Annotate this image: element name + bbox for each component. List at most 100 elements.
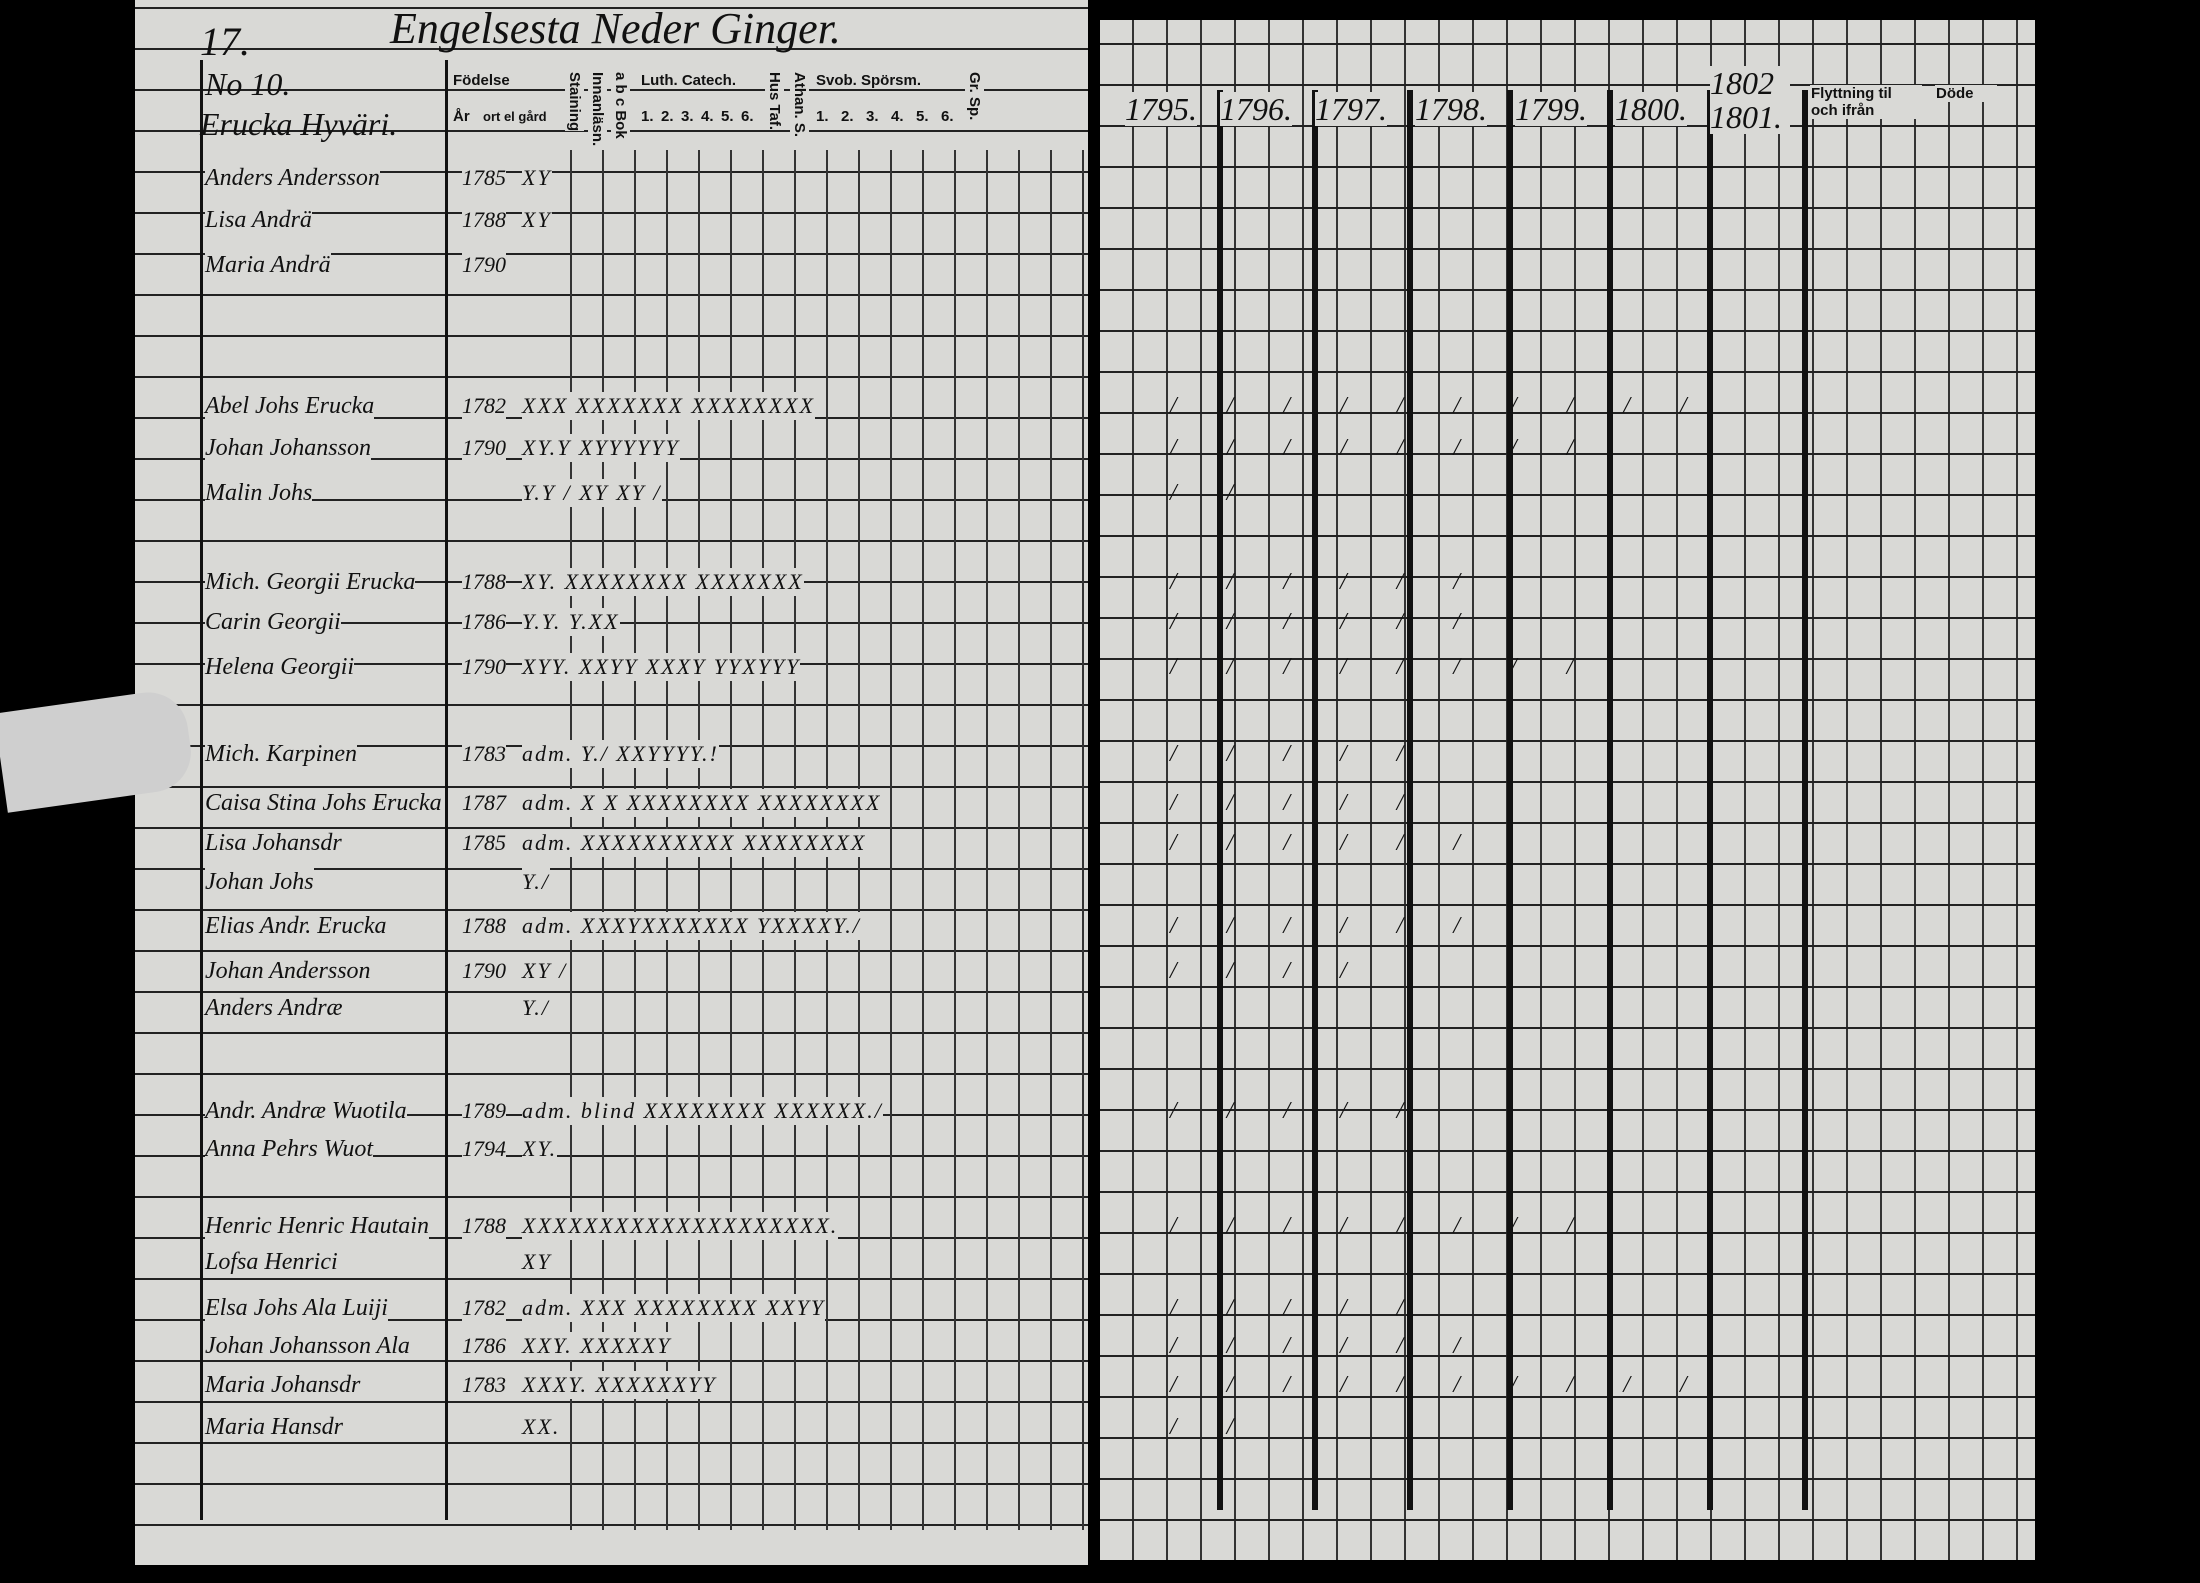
yearly-marks: / / / / / — [1170, 790, 1426, 816]
birth-year: 1782 — [462, 1294, 506, 1322]
birth-year: 1789 — [462, 1097, 506, 1125]
column-header: 4. — [890, 108, 905, 125]
column-header: 1. — [640, 108, 655, 125]
yearly-marks: / / — [1170, 480, 1256, 506]
person-row: Carin Georgii 1786 Y.Y. Y.XX / / / / / / — [0, 608, 2200, 638]
person-name: Abel Johs Erucka — [205, 392, 375, 420]
column-header: Staining — [565, 72, 584, 132]
year-divider — [1407, 90, 1413, 1510]
column-header: Svob. Spörsm. — [815, 72, 923, 89]
person-name: Anna Pehrs Wuot — [205, 1135, 373, 1163]
year-divider — [1312, 90, 1318, 1510]
catechism-marks: Y./ — [522, 868, 550, 896]
column-header: 6. — [740, 108, 755, 125]
year-divider — [1802, 90, 1808, 1510]
birth-year: 1783 — [462, 740, 506, 768]
person-row: Anna Pehrs Wuot 1794 XY. — [0, 1135, 2200, 1165]
yearly-marks: / / / / / / — [1170, 830, 1483, 856]
catechism-marks: XY. — [522, 1135, 558, 1163]
catechism-marks: XY.Y XYYYYYY — [522, 434, 680, 462]
person-row: Mich. Georgii Erucka 1788 XY. XXXXXXXX XXX… — [0, 568, 2200, 598]
person-name: Maria Andrä — [205, 251, 331, 279]
catechism-marks: XX. — [522, 1413, 561, 1441]
birth-year: 1786 — [462, 1332, 506, 1360]
catechism-marks: XY — [522, 206, 552, 234]
person-row: Elsa Johs Ala Luiji 1782 adm. XXX XXXXXXXX… — [0, 1294, 2200, 1324]
birth-year: 1788 — [462, 912, 506, 940]
catechism-marks: XXX XXXXXXX XXXXXXXX — [522, 392, 815, 420]
column-header: 1. — [815, 108, 830, 125]
year-header: 1796. — [1220, 91, 1292, 127]
birth-year: 1790 — [462, 434, 506, 462]
catechism-marks: Y.Y / XY XY / — [522, 479, 662, 507]
person-row: Lofsa Henrici XY — [0, 1248, 2200, 1278]
person-name: Helena Georgii — [205, 653, 355, 681]
year-header: 1799. — [1515, 91, 1587, 127]
person-name: Malin Johs — [205, 479, 313, 507]
year-divider — [1607, 90, 1613, 1510]
person-name: Lisa Johansdr — [205, 829, 342, 857]
person-row: Andr. Andræ Wuotila 1789 adm. blind XXXXXX… — [0, 1097, 2200, 1127]
person-row: Maria Hansdr XX. / / — [0, 1413, 2200, 1443]
catechism-marks: adm. XXXYXXXXXXX YXXXXY./ — [522, 912, 861, 940]
person-row: Lisa Andrä 1788 XY — [0, 206, 2200, 236]
catechism-marks: Y./ — [522, 994, 550, 1022]
catechism-marks: adm. blind XXXXXXXX XXXXXX./ — [522, 1097, 883, 1125]
yearly-marks: / / / / / / — [1170, 913, 1483, 939]
catechism-marks: adm. X X XXXXXXXX XXXXXXXX — [522, 789, 882, 817]
page-number: 17. — [200, 19, 250, 64]
catechism-marks: XY / — [522, 957, 568, 985]
column-header: 3. — [865, 108, 880, 125]
name-column-line — [445, 60, 448, 1520]
column-header: 5. — [915, 108, 930, 125]
yearly-marks: / / / / / / / / / / — [1170, 393, 1709, 419]
person-name: Lisa Andrä — [205, 206, 312, 234]
person-name: Maria Johansdr — [205, 1371, 361, 1399]
catechism-marks: XYY. XXYY XXXY YYXYYY — [522, 653, 801, 681]
year-header: 1802 1801. — [1710, 66, 1790, 134]
person-row: Elias Andr. Erucka 1788 adm. XXXYXXXXXXX Y… — [0, 912, 2200, 942]
person-row: Johan Andersson 1790 XY / / / / / — [0, 957, 2200, 987]
person-row: Abel Johs Erucka 1782 XXX XXXXXXX XXXXXXXX… — [0, 392, 2200, 422]
birth-year: 1790 — [462, 957, 506, 985]
column-header: 3. — [680, 108, 695, 125]
column-header: Athan. S. — [790, 72, 809, 138]
yearly-marks: / / / / / / / / / / — [1170, 1372, 1709, 1398]
column-header: År — [452, 108, 471, 125]
column-header: Innanläsn. — [588, 72, 607, 147]
person-row: Johan Johansson 1790 XY.Y XYYYYYY / / / / /… — [0, 434, 2200, 464]
column-header: Födelse — [452, 72, 511, 89]
person-row: Henric Henric Hautain 1788 XXXXXXXXXXXXXXX… — [0, 1212, 2200, 1242]
person-row: Mich. Karpinen 1783 adm. Y./ XXYYYY.! / / /… — [0, 740, 2200, 770]
margin-line — [200, 60, 203, 1520]
person-row: Johan Johansson Ala 1786 XXY. XXXXXY / / / … — [0, 1332, 2200, 1362]
year-divider — [1507, 90, 1513, 1510]
person-row: Maria Johansdr 1783 XXXY. XXXXXXYY / / / / … — [0, 1371, 2200, 1401]
column-header: 6. — [940, 108, 955, 125]
yearly-marks: / / / / / / — [1170, 1333, 1483, 1359]
person-row: Johan Johs Y./ — [0, 868, 2200, 898]
yearly-marks: / / / / / / / / — [1170, 654, 1596, 680]
catechism-marks: XXXY. XXXXXXYY — [522, 1371, 717, 1399]
birth-year: 1788 — [462, 568, 506, 596]
person-row: Caisa Stina Johs Erucka 1787 adm. X X XXXX… — [0, 789, 2200, 819]
person-name: Andr. Andræ Wuotila — [205, 1097, 407, 1125]
birth-year: 1794 — [462, 1135, 506, 1163]
right-column-header: Döde — [1935, 85, 1997, 102]
person-name: Lofsa Henrici — [205, 1248, 338, 1276]
birth-year: 1782 — [462, 392, 506, 420]
birth-year: 1790 — [462, 251, 506, 279]
birth-year: 1785 — [462, 164, 506, 192]
column-header: Luth. Catech. — [640, 72, 738, 89]
catechism-marks: adm. XXXXXXXXXX XXXXXXXX — [522, 829, 867, 857]
birth-year: 1788 — [462, 206, 506, 234]
person-name: Mich. Karpinen — [205, 740, 357, 768]
person-name: Maria Hansdr — [205, 1413, 344, 1441]
year-divider — [1217, 90, 1223, 1510]
person-row: Anders Andræ Y./ — [0, 994, 2200, 1024]
person-row: Malin Johs Y.Y / XY XY / / / — [0, 479, 2200, 509]
person-name: Mich. Georgii Erucka — [205, 568, 416, 596]
birth-year: 1785 — [462, 829, 506, 857]
catechism-marks: XXXXXXXXXXXXXXXXXXXX. — [522, 1212, 839, 1240]
yearly-marks: / / / / / / / / — [1170, 1213, 1596, 1239]
